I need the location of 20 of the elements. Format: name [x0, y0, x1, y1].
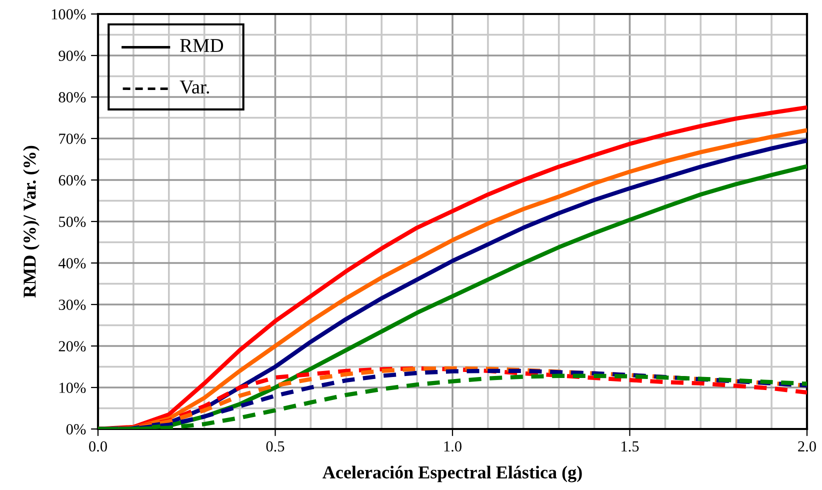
y-tick-label: 10%: [60, 382, 86, 393]
x-tick-label: 0.5: [266, 441, 284, 452]
x-axis-title: Aceleración Espectral Elástica (g): [322, 466, 582, 482]
y-tick-label: 90%: [58, 50, 86, 61]
x-tick-label: 0.0: [89, 441, 107, 452]
x-tick-label: 1.0: [444, 441, 462, 452]
y-tick-label: 40%: [58, 258, 86, 268]
y-tick-label: 70%: [59, 134, 86, 144]
y-tick-label: 80%: [58, 92, 86, 102]
y-tick-label: 0%: [66, 424, 86, 434]
y-tick-label: 30%: [58, 300, 86, 310]
y-tick-label: 50%: [59, 216, 86, 227]
annotation: RMD: [180, 39, 224, 52]
x-tick-label: 1.5: [622, 441, 639, 452]
y-tick-label: 60%: [58, 175, 86, 186]
x-tick-label: 2.0: [798, 441, 816, 452]
annotation: Var.: [180, 80, 210, 94]
y-tick-label: 100%: [52, 9, 86, 20]
y-axis-title: RMD (%)/ Var. (%): [23, 146, 40, 298]
y-tick-label: 20%: [58, 341, 86, 352]
